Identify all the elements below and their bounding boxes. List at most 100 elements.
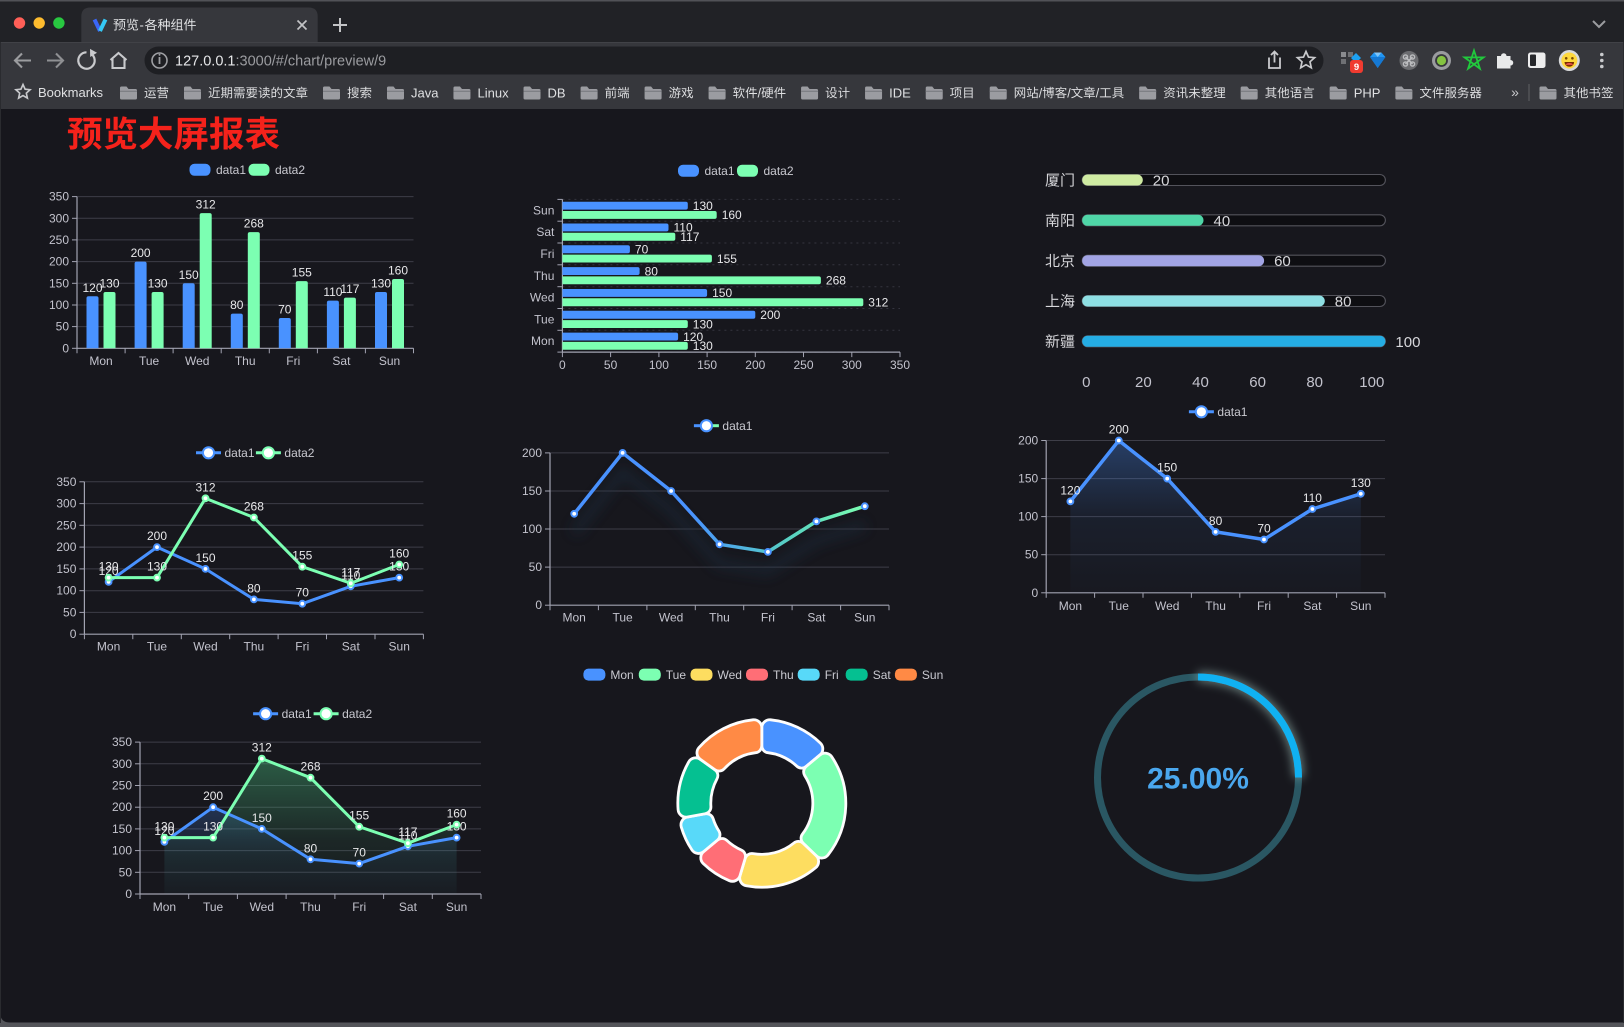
svg-text:»: » xyxy=(1511,84,1519,100)
svg-text:Mon: Mon xyxy=(563,611,586,625)
svg-text:Tue: Tue xyxy=(666,668,687,682)
svg-text:Thu: Thu xyxy=(1205,599,1226,613)
svg-text:300: 300 xyxy=(842,358,862,372)
svg-text:268: 268 xyxy=(300,760,320,774)
svg-text:20: 20 xyxy=(1135,374,1152,391)
svg-text:80: 80 xyxy=(230,298,244,312)
svg-text:Wed: Wed xyxy=(185,354,209,368)
svg-text:Sat: Sat xyxy=(873,668,892,682)
svg-text:data2: data2 xyxy=(275,163,305,177)
svg-text:120: 120 xyxy=(99,564,119,578)
svg-text:Fri: Fri xyxy=(761,611,775,625)
svg-text:50: 50 xyxy=(56,320,70,334)
svg-text:150: 150 xyxy=(697,358,717,372)
svg-text:data1: data1 xyxy=(1217,405,1247,419)
svg-text:100: 100 xyxy=(49,298,69,312)
svg-text:130: 130 xyxy=(693,199,713,213)
svg-text:Thu: Thu xyxy=(773,668,794,682)
svg-text:200: 200 xyxy=(56,540,76,554)
svg-text:150: 150 xyxy=(1018,472,1038,486)
svg-text:80: 80 xyxy=(1335,294,1352,311)
svg-text:100: 100 xyxy=(1359,374,1384,391)
svg-text:160: 160 xyxy=(389,547,409,561)
svg-text:Wed: Wed xyxy=(1155,599,1179,613)
svg-text:0: 0 xyxy=(559,358,566,372)
svg-text:data2: data2 xyxy=(342,707,372,721)
svg-text:50: 50 xyxy=(604,358,618,372)
svg-text:200: 200 xyxy=(49,255,69,269)
svg-text:350: 350 xyxy=(890,358,910,372)
svg-text:150: 150 xyxy=(179,268,199,282)
svg-text:Thu: Thu xyxy=(244,640,265,654)
svg-text:DB: DB xyxy=(548,85,566,100)
svg-text:Sat: Sat xyxy=(536,225,555,239)
svg-text:Fri: Fri xyxy=(825,668,839,682)
svg-text:150: 150 xyxy=(49,276,69,290)
svg-text:80: 80 xyxy=(247,581,261,595)
svg-text:20: 20 xyxy=(1153,173,1170,190)
svg-text:Mon: Mon xyxy=(153,900,176,914)
svg-text:117: 117 xyxy=(398,825,417,839)
svg-text:120: 120 xyxy=(683,330,703,344)
svg-text:80: 80 xyxy=(1209,514,1223,528)
svg-text:80: 80 xyxy=(645,264,659,278)
svg-text:Fri: Fri xyxy=(286,354,300,368)
svg-text:70: 70 xyxy=(1257,522,1271,536)
svg-text:300: 300 xyxy=(56,497,76,511)
svg-text:130: 130 xyxy=(148,277,168,291)
svg-text:50: 50 xyxy=(529,560,543,574)
svg-text:160: 160 xyxy=(388,264,408,278)
svg-text:80: 80 xyxy=(304,841,318,855)
svg-text:/: / xyxy=(1096,86,1100,100)
svg-text:130: 130 xyxy=(693,317,713,331)
svg-text:160: 160 xyxy=(447,807,467,821)
svg-text:Sat: Sat xyxy=(1303,599,1322,613)
svg-text:117: 117 xyxy=(340,282,359,296)
svg-text:Tue: Tue xyxy=(147,640,168,654)
svg-text:Mon: Mon xyxy=(89,354,112,368)
svg-text:127.0.0.1:3000/#/chart/preview: 127.0.0.1:3000/#/chart/preview/9 xyxy=(175,54,386,70)
svg-text:Sat: Sat xyxy=(807,611,826,625)
svg-text:Sun: Sun xyxy=(1350,599,1371,613)
svg-text:312: 312 xyxy=(252,741,272,755)
svg-text:Sat: Sat xyxy=(399,900,418,914)
svg-text:60: 60 xyxy=(1274,253,1291,270)
svg-text:Mon: Mon xyxy=(1059,599,1082,613)
svg-text:110: 110 xyxy=(674,221,693,235)
svg-text:50: 50 xyxy=(63,605,77,619)
svg-text:70: 70 xyxy=(353,846,367,860)
svg-text:Wed: Wed xyxy=(250,900,274,914)
svg-text:Wed: Wed xyxy=(659,611,683,625)
svg-text:IDE: IDE xyxy=(889,85,911,100)
svg-text:150: 150 xyxy=(252,811,272,825)
svg-text:200: 200 xyxy=(203,789,223,803)
svg-text:/: / xyxy=(1067,86,1071,100)
svg-text:130: 130 xyxy=(1351,476,1371,490)
svg-text:data2: data2 xyxy=(284,446,314,460)
svg-text:Java: Java xyxy=(411,85,439,100)
svg-text:Tue: Tue xyxy=(203,900,224,914)
svg-text:Tue: Tue xyxy=(139,354,160,368)
svg-text:Fri: Fri xyxy=(1257,599,1271,613)
svg-text:Mon: Mon xyxy=(97,640,120,654)
svg-text:150: 150 xyxy=(1157,461,1177,475)
svg-text:250: 250 xyxy=(49,233,69,247)
svg-text:0: 0 xyxy=(62,341,69,355)
svg-text:250: 250 xyxy=(56,518,76,532)
svg-text:0: 0 xyxy=(535,598,542,612)
svg-text:150: 150 xyxy=(112,822,132,836)
svg-text:Thu: Thu xyxy=(235,354,256,368)
svg-text:70: 70 xyxy=(278,303,292,317)
svg-text:40: 40 xyxy=(1192,374,1209,391)
svg-text:312: 312 xyxy=(195,480,215,494)
svg-text:130: 130 xyxy=(693,339,713,353)
svg-text:155: 155 xyxy=(292,549,312,563)
svg-text:Thu: Thu xyxy=(300,900,321,914)
svg-text:Fri: Fri xyxy=(295,640,309,654)
svg-text:110: 110 xyxy=(1303,491,1322,505)
svg-text:130: 130 xyxy=(371,277,391,291)
svg-text:Sun: Sun xyxy=(922,668,943,682)
svg-text:Fri: Fri xyxy=(352,900,366,914)
svg-text:50: 50 xyxy=(119,865,133,879)
svg-text:data1: data1 xyxy=(225,446,255,460)
